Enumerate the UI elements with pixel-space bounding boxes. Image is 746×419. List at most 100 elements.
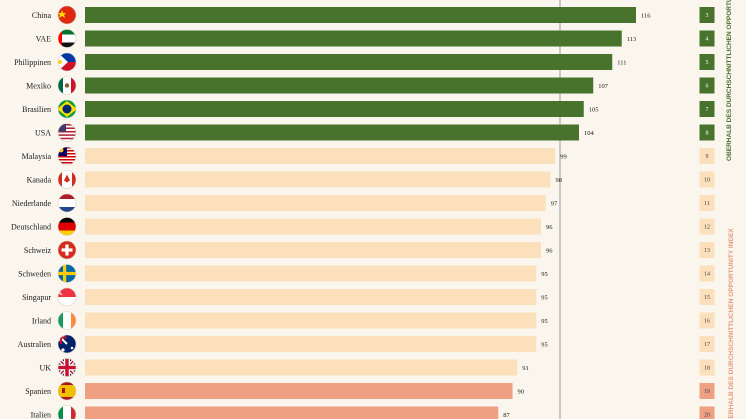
bar [85, 218, 541, 235]
value-label: 91 [522, 365, 529, 372]
rank-label: 13 [704, 248, 710, 254]
germany-flag-icon [58, 217, 76, 236]
italy-flag-icon [58, 405, 76, 419]
bar [85, 289, 537, 305]
country-label: Irland [32, 317, 51, 326]
bar [85, 148, 556, 164]
bar [85, 195, 546, 211]
chart-row: Schweden 95 14 [18, 264, 715, 283]
country-label: Kanada [27, 176, 52, 185]
rank-badge [699, 77, 715, 94]
rank-label: 14 [704, 272, 710, 278]
rank-badge [699, 30, 715, 47]
value-label: 95 [541, 342, 548, 349]
bar [85, 265, 537, 282]
uk-flag-icon [58, 358, 76, 377]
chart-row: Malaysia 99 9 [22, 146, 715, 166]
canada-flag-icon [58, 170, 76, 189]
rank-label: 5 [706, 60, 709, 66]
value-label: 105 [589, 107, 599, 114]
country-label: Niederlande [12, 199, 52, 208]
bar [85, 312, 537, 329]
rank-badge [699, 195, 715, 211]
rank-badge [699, 171, 715, 188]
ireland-flag-icon [58, 311, 76, 330]
chart-row: Kanada 98 10 [27, 170, 715, 189]
sweden-flag-icon [58, 264, 76, 283]
country-label: Singapur [22, 293, 51, 302]
bar [85, 7, 636, 23]
value-label: 104 [584, 130, 595, 137]
singapore-flag-icon [58, 288, 76, 306]
mexico-flag-icon [58, 76, 76, 95]
bar [85, 30, 622, 47]
switzerland-flag-icon [58, 241, 76, 259]
rank-label: 19 [704, 389, 710, 395]
value-label: 87 [503, 412, 510, 419]
rank-label: 18 [704, 366, 710, 372]
rank-label: 20 [704, 413, 710, 419]
value-label: 96 [546, 224, 553, 231]
rank-badge [699, 383, 715, 399]
value-label: 95 [541, 271, 548, 278]
country-label: Deutschland [11, 223, 51, 232]
bar [85, 359, 518, 376]
rank-label: 17 [704, 342, 710, 348]
bar [85, 77, 594, 94]
country-label: China [32, 11, 52, 20]
philippines-flag-icon [58, 53, 76, 71]
rank-badge [699, 218, 715, 235]
chart-row: Italien 87 20 [31, 405, 715, 419]
bar [85, 101, 584, 117]
rank-label: 3 [706, 13, 709, 19]
rank-badge [699, 265, 715, 282]
chart-row: Spanien 90 19 [25, 381, 715, 401]
country-label: Spanien [25, 387, 51, 396]
chart-row: China 116 3 [32, 5, 715, 25]
chart-row: Singapur 95 15 [22, 287, 715, 307]
rank-label: 16 [704, 319, 710, 325]
bar [85, 124, 579, 141]
rank-label: 10 [704, 178, 710, 184]
above-average-group-label: OBERHALB DES DURCHSCHNITTLICHEN OPPORTUN… [726, 0, 733, 161]
rank-label: 11 [704, 201, 710, 207]
side-annotations: OBERHALB DES DURCHSCHNITTLICHEN OPPORTUN… [726, 0, 735, 419]
rank-badge [699, 54, 715, 70]
bar [85, 336, 537, 352]
rank-label: 12 [704, 225, 710, 231]
spain-flag-icon [58, 382, 76, 400]
netherlands-flag-icon [58, 194, 76, 212]
rank-badge [699, 101, 715, 117]
country-label: Malaysia [22, 152, 52, 161]
value-label: 98 [556, 177, 563, 184]
country-label: UK [39, 364, 51, 373]
bar [85, 406, 499, 419]
country-label: Italien [31, 411, 51, 419]
rank-label: 7 [706, 107, 709, 113]
rank-label: 8 [706, 131, 709, 137]
rank-label: 4 [706, 37, 709, 43]
rank-badge [699, 7, 715, 23]
chart-row: Niederlande 97 11 [12, 193, 715, 213]
rank-badge [699, 148, 715, 164]
value-label: 99 [560, 154, 567, 161]
usa-flag-icon [58, 123, 76, 142]
chart-row: Philippinen 111 5 [14, 52, 715, 72]
australia-flag-icon [58, 335, 76, 353]
bar [85, 242, 541, 258]
value-label: 96 [546, 248, 553, 255]
rank-badge [699, 312, 715, 329]
china-flag-icon [58, 6, 76, 24]
rank-label: 9 [706, 154, 709, 160]
country-label: Mexiko [26, 82, 51, 91]
value-label: 90 [518, 389, 525, 396]
rank-label: 6 [706, 84, 709, 90]
value-label: 95 [541, 295, 548, 302]
bar [85, 54, 613, 70]
rank-badge [699, 289, 715, 305]
country-label: USA [35, 129, 51, 138]
rank-badge [699, 242, 715, 258]
country-label: Philippinen [14, 58, 51, 67]
